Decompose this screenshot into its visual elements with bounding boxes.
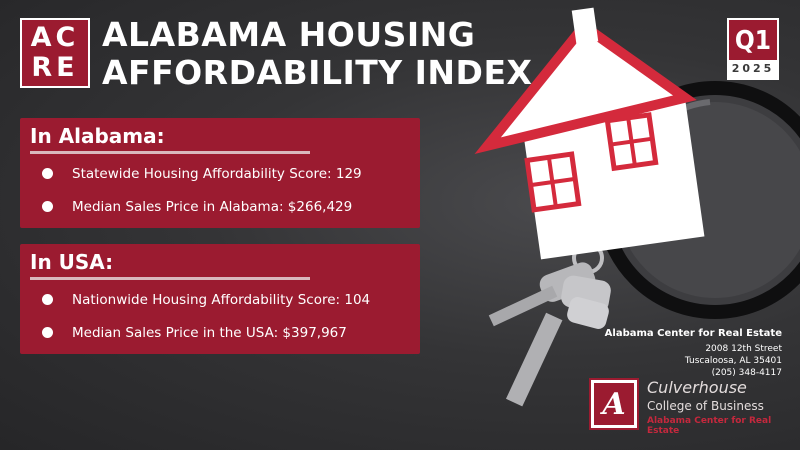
quarter-label: Q1 (734, 26, 772, 56)
acre-logo: AC RE (20, 18, 90, 88)
title-line-2: AFFORDABILITY INDEX (102, 53, 533, 92)
logo-line-1: AC (30, 22, 80, 53)
list-item-text: Statewide Housing Affordability Score: 1… (72, 166, 362, 182)
bullet-icon (42, 294, 53, 305)
culverhouse-name: Culverhouse (647, 378, 747, 397)
keys-icon (488, 242, 611, 407)
usa-heading: In USA: (30, 250, 114, 274)
contact-org: Alabama Center for Real Estate (604, 328, 782, 339)
contact-street: 2008 12th Street (705, 344, 782, 354)
heading-underline (30, 277, 310, 280)
alabama-list: Statewide Housing Affordability Score: 1… (42, 163, 362, 229)
list-item-text: Nationwide Housing Affordability Score: … (72, 292, 371, 308)
list-item: Median Sales Price in the USA: $397,967 (42, 322, 370, 355)
alabama-a-logo-icon: A (589, 378, 639, 430)
college-name: College of Business (647, 399, 764, 413)
title-line-1: ALABAMA HOUSING (102, 15, 476, 54)
contact-city: Tuscaloosa, AL 35401 (684, 356, 782, 366)
quarter-badge: Q1 2025 (727, 18, 779, 80)
house-illustration-icon (474, 7, 705, 260)
bullet-icon (42, 327, 53, 338)
heading-underline (30, 151, 310, 154)
logo-line-2: RE (31, 52, 79, 83)
alabama-panel: In Alabama: Statewide Housing Affordabil… (20, 118, 420, 228)
usa-list: Nationwide Housing Affordability Score: … (42, 289, 370, 355)
page-title: ALABAMA HOUSING AFFORDABILITY INDEX (102, 16, 532, 92)
list-item-text: Median Sales Price in Alabama: $266,429 (72, 199, 353, 215)
center-name: Alabama Center for Real Estate (647, 416, 772, 436)
house-keys-magnifier-illustration (474, 7, 800, 407)
bullet-icon (42, 168, 53, 179)
alabama-heading: In Alabama: (30, 124, 165, 148)
contact-block: Alabama Center for Real Estate 2008 12th… (605, 328, 782, 379)
usa-panel: In USA: Nationwide Housing Affordability… (20, 244, 420, 354)
contact-phone: (205) 348-4117 (711, 368, 782, 378)
list-item: Nationwide Housing Affordability Score: … (42, 289, 370, 322)
list-item-text: Median Sales Price in the USA: $397,967 (72, 325, 347, 341)
list-item: Median Sales Price in Alabama: $266,429 (42, 196, 362, 229)
bullet-icon (42, 201, 53, 212)
culverhouse-logo: A Culverhouse College of Business Alabam… (589, 378, 789, 436)
logo-letter: A (594, 383, 634, 425)
list-item: Statewide Housing Affordability Score: 1… (42, 163, 362, 196)
year-label: 2025 (729, 60, 777, 78)
